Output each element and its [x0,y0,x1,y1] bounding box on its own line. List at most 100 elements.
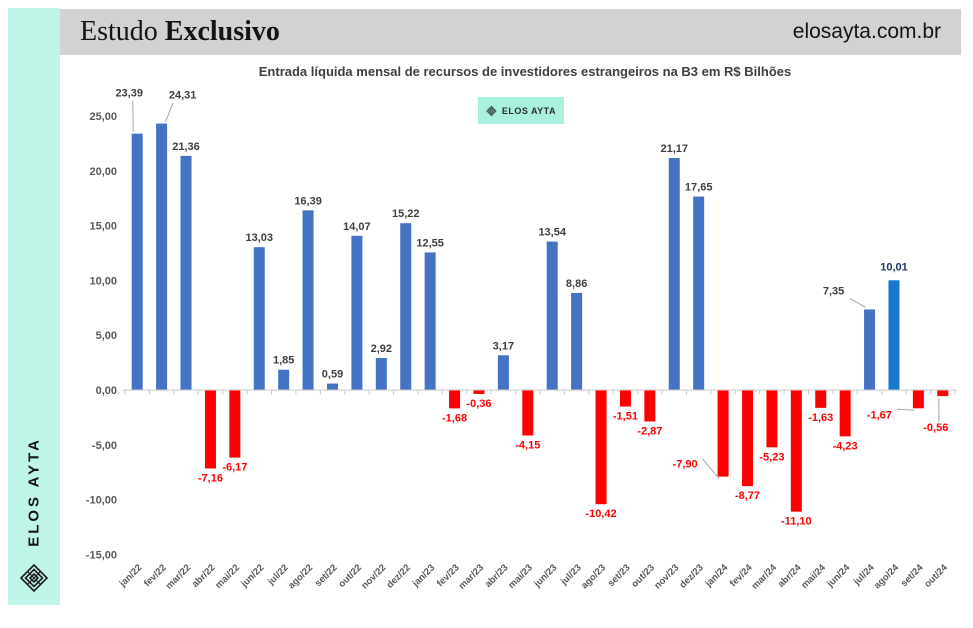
label-leader-line [849,298,866,308]
bar-fev/23 [449,390,461,409]
value-label: 13,54 [538,227,566,239]
value-label: 17,65 [685,182,713,194]
bar-jun/23 [546,241,558,390]
x-axis-tick-label: out/22 [336,562,364,590]
x-axis-tick-label: jan/23 [410,562,438,590]
bar-abr/23 [497,355,509,390]
bar-set/24 [912,390,924,409]
y-axis-tick-label: 0,00 [96,385,117,397]
value-label: 0,59 [322,369,343,381]
value-label: -8,77 [735,490,760,502]
value-label: -5,23 [759,451,784,463]
bar-out/23 [644,390,656,422]
bar-nov/22 [375,357,387,390]
bar-out/22 [351,235,363,390]
x-axis-tick-label: mar/22 [164,562,193,591]
source-badge-label: ELOS AYTA [501,105,556,116]
bar-mai/22 [229,390,241,458]
label-leader-line [165,102,174,122]
value-label: 14,07 [343,221,371,233]
elos-ayta-badge-logo-icon [486,105,497,116]
chart-title: Entrada líquida mensal de recursos de in… [258,64,792,79]
x-axis-tick-label: out/24 [922,562,950,590]
bar-chart: 25,00 20,00 15,00 10,00 5,00 0,00 -5,00 -10,00 -… [86,88,957,592]
bar-jun/22 [253,247,265,390]
x-axis-tick-label: set/24 [899,562,926,589]
value-label: 1,85 [273,355,294,367]
value-label: 8,86 [566,278,587,290]
x-axis-tick-label: set/22 [313,562,340,589]
bar-dez/22 [400,223,412,390]
x-axis-tick-label: ago/23 [579,562,608,591]
y-axis-tick-label: 15,00 [89,221,117,233]
y-axis-tick-label: 10,00 [89,275,117,287]
value-label: 16,39 [294,195,322,207]
bar-jan/24 [717,390,729,477]
bar-ago/23 [595,390,607,505]
value-label: 3,17 [493,340,514,352]
x-axis-tick-label: ago/24 [872,562,902,592]
bar-mai/24 [815,390,827,408]
value-label: -4,23 [833,440,858,452]
y-axis-tick-label: -10,00 [86,495,117,507]
label-leader-line [701,458,720,479]
x-axis-tick-label: mai/23 [506,562,535,591]
value-label: -7,90 [673,459,698,471]
study-title: Estudo Exclusivo [80,16,280,48]
value-label: -4,15 [515,439,540,451]
x-axis-tick-label: jan/24 [703,562,731,590]
x-axis-tick-label: nov/22 [359,562,388,591]
x-axis-tick-label: dez/22 [385,562,413,590]
bar-jul/22 [278,369,290,390]
value-label: 2,92 [371,343,392,355]
x-axis-tick-label: set/23 [606,562,633,589]
y-axis-tick-label: 5,00 [96,330,117,342]
value-label: 23,39 [115,88,143,100]
bar-jul/23 [571,292,583,390]
value-label: -1,68 [442,412,467,424]
bar-jan/23 [424,252,436,390]
header-bar: Estudo Exclusivo elosayta.com.br [60,9,961,55]
value-label: 24,31 [169,90,197,102]
source-badge: ELOS AYTA [478,97,564,124]
x-axis-tick-label: jun/23 [531,562,559,590]
x-axis-tick-label: out/23 [629,562,657,590]
value-label: 13,03 [245,232,273,244]
x-axis-tick-label: dez/23 [677,562,705,590]
x-axis-tick-label: jun/22 [238,562,266,590]
bar-ago/24 [888,280,900,390]
x-axis-tick-label: mar/24 [750,562,780,592]
value-label: -2,87 [637,425,662,437]
bar-mai/23 [522,390,534,436]
value-label: 21,36 [172,141,200,153]
value-label: -0,36 [466,398,491,410]
bar-mar/22 [180,155,192,390]
bar-ago/22 [302,210,314,390]
brand-sidebar: ELOS AYTA [8,8,60,605]
x-axis-tick-label: mai/22 [213,562,242,591]
bar-jan/22 [131,133,143,390]
value-label: -1,67 [867,409,892,421]
value-label: -0,56 [923,422,948,434]
x-axis-tick-label: abr/23 [483,562,511,590]
value-label: -11,10 [781,516,812,528]
bar-mar/24 [766,390,778,448]
x-axis-tick-label: nov/23 [652,562,681,591]
value-label: -1,51 [613,411,638,423]
y-axis-tick-label: 25,00 [89,111,117,123]
label-leader-line [896,408,915,411]
value-label: 21,17 [660,143,688,155]
value-label: 15,22 [392,208,420,220]
website-text: elosayta.com.br [792,20,941,43]
bar-dez/23 [693,196,705,390]
bar-fev/24 [742,390,753,487]
y-axis-tick-label: -15,00 [86,549,117,561]
bar-abr/24 [790,390,802,512]
value-label: 7,35 [823,285,844,297]
value-label: 10,01 [880,261,908,273]
bar-set/23 [619,390,631,407]
x-axis-tick-label: abr/22 [190,562,218,590]
bar-abr/22 [204,390,216,469]
bar-nov/23 [668,157,680,390]
value-label: -1,63 [808,412,833,424]
